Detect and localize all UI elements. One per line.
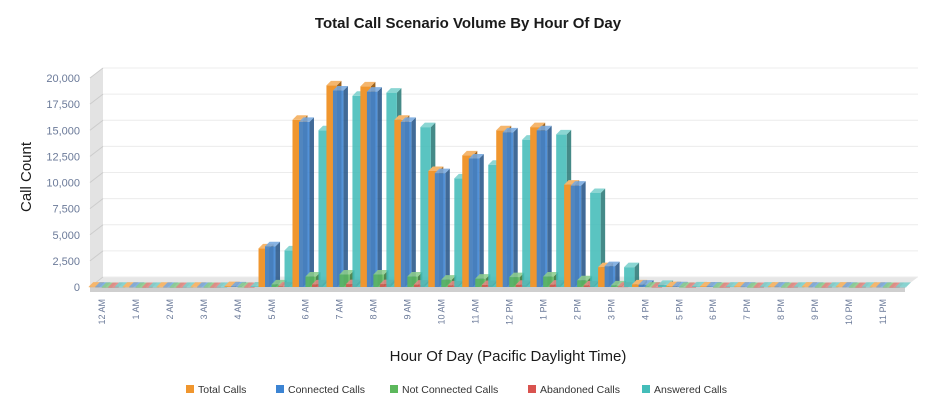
y-tick-label: 15,000 — [46, 125, 80, 137]
wall-gridline — [89, 119, 104, 131]
wall-gridline — [89, 250, 104, 262]
wall-gridline — [89, 172, 104, 183]
bar-connected-calls-9-am — [400, 117, 416, 287]
legend-label: Total Calls — [198, 384, 246, 396]
x-tick-label: 3 PM — [606, 299, 616, 320]
bar-connected-calls-12-pm — [502, 127, 518, 287]
y-tick-label: 12,500 — [46, 151, 80, 163]
y-tick-label: 7,500 — [52, 204, 80, 216]
legend-item-abandoned-calls[interactable]: Abandoned Calls — [528, 384, 620, 396]
x-tick-label: 5 AM — [267, 299, 277, 320]
x-tick-label: 12 PM — [504, 299, 514, 325]
bar-answered-calls-2-pm — [590, 188, 606, 287]
legend-swatch — [642, 385, 650, 393]
plot-area: 0 2,500 5,000 7,500 10,000 12,500 15,000 17,500… — [46, 67, 918, 325]
floor-front — [90, 287, 905, 292]
y-axis-title: Call Count — [18, 141, 35, 212]
y-tick-label: 17,500 — [46, 99, 80, 111]
x-tick-label: 1 PM — [538, 299, 548, 320]
x-tick-label: 11 AM — [471, 299, 481, 324]
bar-connected-calls-10-am — [434, 168, 450, 287]
x-tick-label: 6 AM — [301, 299, 311, 320]
legend-swatch — [276, 385, 284, 393]
wall-gridline — [89, 145, 104, 157]
bar-connected-calls-6-am — [298, 117, 314, 287]
y-tick-label: 10,000 — [46, 178, 80, 190]
bar-connected-calls-1-pm — [536, 125, 552, 287]
x-tick-label: 9 AM — [403, 299, 413, 320]
x-tick-label: 8 PM — [776, 299, 786, 320]
legend-label: Connected Calls — [288, 384, 365, 396]
x-tick-label: 3 AM — [199, 299, 209, 320]
x-axis-title: Hour Of Day (Pacific Daylight Time) — [390, 348, 627, 365]
x-tick-label: 1 AM — [131, 299, 141, 320]
bar-answered-calls-11-pm — [895, 282, 911, 288]
x-tick-label: 9 PM — [810, 299, 820, 320]
x-tick-label: 4 PM — [640, 299, 650, 320]
wall-gridline — [89, 198, 104, 210]
legend-item-not-connected-calls[interactable]: Not Connected Calls — [390, 384, 498, 396]
legend-item-answered-calls[interactable]: Answered Calls — [642, 384, 727, 396]
legend-label: Answered Calls — [654, 384, 727, 396]
legend-item-total-calls[interactable]: Total Calls — [186, 384, 246, 396]
y-tick-label: 2,500 — [52, 256, 80, 268]
legend-swatch — [528, 385, 536, 393]
x-tick-label: 4 AM — [233, 299, 243, 320]
x-tick-label: 2 PM — [572, 299, 582, 320]
x-tick-label: 8 AM — [369, 299, 379, 320]
y-tick-label: 20,000 — [46, 73, 80, 85]
x-tick-label: 10 PM — [844, 299, 854, 325]
bar-connected-calls-7-am — [332, 86, 348, 287]
wall-gridline — [89, 67, 104, 79]
legend: Total Calls Connected Calls Not Connected … — [186, 384, 727, 396]
x-tick-label: 12 AM — [97, 299, 107, 325]
legend-swatch — [186, 385, 194, 393]
x-tick-label: 5 PM — [674, 299, 684, 320]
chart-title: Total Call Scenario Volume By Hour Of Da… — [315, 15, 622, 32]
legend-item-connected-calls[interactable]: Connected Calls — [276, 384, 365, 396]
bar-connected-calls-8-am — [366, 87, 382, 288]
bar-connected-calls-3-pm — [604, 261, 620, 287]
x-tick-label: 2 AM — [165, 299, 175, 320]
x-tick-label: 11 PM — [878, 299, 888, 324]
x-tick-label: 7 PM — [742, 299, 752, 320]
y-tick-label: 0 — [74, 282, 80, 294]
y-tick-label: 5,000 — [52, 230, 80, 242]
legend-label: Abandoned Calls — [540, 384, 620, 396]
wall-gridline — [89, 93, 104, 105]
legend-label: Not Connected Calls — [402, 384, 498, 396]
x-tick-label: 10 AM — [437, 299, 447, 325]
x-tick-label: 6 PM — [708, 299, 718, 320]
bar-connected-calls-5-am — [265, 241, 281, 287]
legend-swatch — [390, 385, 398, 393]
bar-connected-calls-11-am — [468, 153, 484, 287]
x-tick-label: 7 AM — [335, 299, 345, 320]
wall-gridline — [89, 224, 104, 236]
bar-connected-calls-2-pm — [570, 181, 586, 287]
